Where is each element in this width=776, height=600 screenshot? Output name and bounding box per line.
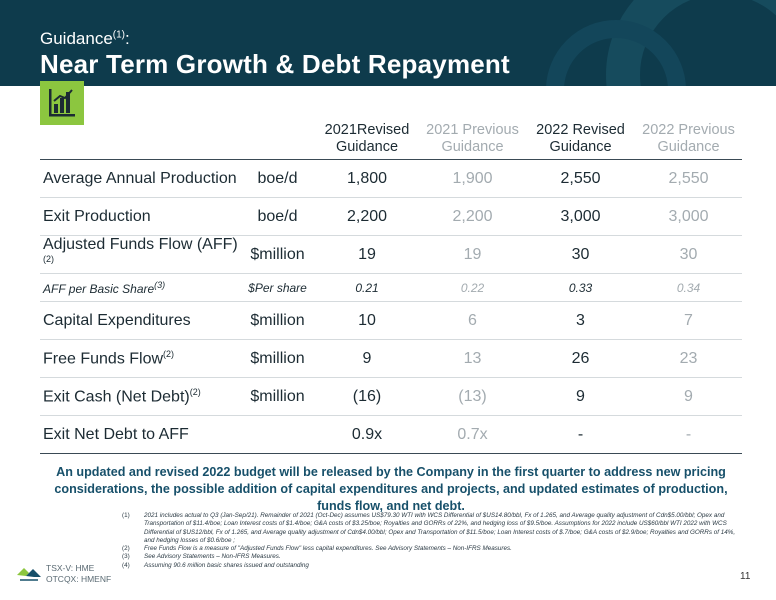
cell-2022-revised: 26 bbox=[526, 339, 635, 379]
footnote-text: Assuming 90.6 million basic shares issue… bbox=[144, 561, 309, 569]
footnote-ref: (2) bbox=[43, 254, 54, 264]
cell-2021-revised: 10 bbox=[315, 301, 419, 341]
guidance-table: 2021Revised Guidance 2021 Previous Guidanc… bbox=[40, 118, 742, 455]
cell-2021-previous: 0.22 bbox=[419, 273, 526, 303]
cell-2021-previous: 1,900 bbox=[419, 159, 526, 198]
footnote-text: Free Funds Flow is a measure of "Adjuste… bbox=[144, 545, 512, 553]
cell-2021-previous: 0.7x bbox=[419, 415, 526, 455]
cell-2021-previous: 6 bbox=[419, 301, 526, 341]
cell-2021-revised: 19 bbox=[315, 235, 419, 275]
column-header-2022-revised: 2022 Revised Guidance bbox=[526, 118, 635, 160]
row-label: AFF per Basic Share(3) bbox=[40, 273, 240, 303]
row-label: Free Funds Flow(2) bbox=[40, 339, 240, 379]
cell-2021-revised: 0.21 bbox=[315, 273, 419, 303]
ticker-symbols: TSX-V: HME OTCQX: HMENF bbox=[46, 563, 111, 585]
footnote-number: (2) bbox=[122, 545, 130, 553]
ticker-tsx: TSX-V: HME bbox=[46, 563, 95, 573]
table-row: Exit Production boe/d 2,200 2,200 3,000 … bbox=[40, 197, 742, 236]
cell-2022-previous: 0.34 bbox=[635, 273, 742, 303]
row-label: Exit Net Debt to AFF bbox=[40, 415, 240, 455]
cell-2022-previous: 3,000 bbox=[635, 197, 742, 236]
page-number: 11 bbox=[740, 571, 751, 582]
footnotes: (1) 2021 includes actual to Q3 (Jan-Sep/2… bbox=[122, 512, 737, 570]
header-blank-label bbox=[40, 118, 240, 160]
bar-chart-icon bbox=[40, 81, 84, 125]
footnote-item: (2) Free Funds Flow is a measure of "Adju… bbox=[122, 545, 737, 553]
cell-2021-previous: 2,200 bbox=[419, 197, 526, 236]
row-label: Average Annual Production bbox=[40, 159, 240, 198]
row-unit: $Per share bbox=[240, 273, 315, 303]
slide-header: Guidance(1): Near Term Growth & Debt Rep… bbox=[0, 0, 776, 86]
table-row: Exit Cash (Net Debt)(2) $million (16) (1… bbox=[40, 377, 742, 417]
table-row: AFF per Basic Share(3) $Per share 0.21 0… bbox=[40, 273, 742, 303]
cell-2022-previous: 7 bbox=[635, 301, 742, 341]
cell-2021-revised: 2,200 bbox=[315, 197, 419, 236]
row-unit: boe/d bbox=[240, 159, 315, 198]
cell-2021-revised: (16) bbox=[315, 377, 419, 417]
footnote-ref: (2) bbox=[189, 387, 201, 398]
cell-2022-previous: 9 bbox=[635, 377, 742, 417]
footnote-item: (1) 2021 includes actual to Q3 (Jan-Sep/2… bbox=[122, 512, 737, 545]
company-logo-icon bbox=[17, 566, 41, 587]
footnote-text: 2021 includes actual to Q3 (Jan-Sep/21).… bbox=[144, 512, 736, 544]
table-row: Exit Net Debt to AFF 0.9x 0.7x - - bbox=[40, 415, 742, 455]
row-label: Exit Production bbox=[40, 197, 240, 236]
budget-note: An updated and revised 2022 budget will … bbox=[54, 465, 728, 513]
cell-2022-revised: 9 bbox=[526, 377, 635, 417]
cell-2022-revised: 2,550 bbox=[526, 159, 635, 198]
row-unit: $million bbox=[240, 339, 315, 379]
cell-2022-previous: - bbox=[635, 415, 742, 455]
table-row: Capital Expenditures $million 10 6 3 7 bbox=[40, 301, 742, 341]
cell-2021-previous: 13 bbox=[419, 339, 526, 379]
cell-2022-revised: 30 bbox=[526, 235, 635, 275]
footnote-item: (3) See Advisory Statements – Non-IFRS Me… bbox=[122, 553, 737, 561]
row-label: Capital Expenditures bbox=[40, 301, 240, 341]
footnote-ref: (3) bbox=[154, 279, 166, 290]
cell-2021-revised: 1,800 bbox=[315, 159, 419, 198]
cell-2022-revised: - bbox=[526, 415, 635, 455]
cell-2022-previous: 30 bbox=[635, 235, 742, 275]
row-unit: boe/d bbox=[240, 197, 315, 236]
cell-2021-revised: 0.9x bbox=[315, 415, 419, 455]
column-header-2021-previous: 2021 Previous Guidance bbox=[419, 118, 526, 160]
table-row: Average Annual Production boe/d 1,800 1,… bbox=[40, 159, 742, 198]
table-row: Adjusted Funds Flow (AFF)(2) $million 19… bbox=[40, 235, 742, 275]
row-unit: $million bbox=[240, 301, 315, 341]
table-row: Free Funds Flow(2) $million 9 13 26 23 bbox=[40, 339, 742, 379]
footnote-number: (3) bbox=[122, 553, 130, 561]
table-header-row: 2021Revised Guidance 2021 Previous Guidanc… bbox=[40, 118, 742, 160]
row-unit: $million bbox=[240, 377, 315, 417]
row-unit bbox=[240, 415, 315, 455]
cell-2022-revised: 3,000 bbox=[526, 197, 635, 236]
row-label: Exit Cash (Net Debt)(2) bbox=[40, 377, 240, 417]
slide-title: Near Term Growth & Debt Repayment bbox=[40, 49, 510, 79]
column-header-2022-previous: 2022 Previous Guidance bbox=[635, 118, 742, 160]
footnote-number: (4) bbox=[122, 561, 130, 569]
slide-subtitle: Guidance(1): bbox=[40, 29, 130, 48]
cell-2022-revised: 3 bbox=[526, 301, 635, 341]
row-label: Adjusted Funds Flow (AFF)(2) bbox=[40, 235, 240, 275]
cell-2022-previous: 2,550 bbox=[635, 159, 742, 198]
footnote-text: See Advisory Statements – Non-IFRS Measu… bbox=[144, 553, 281, 561]
cell-2021-revised: 9 bbox=[315, 339, 419, 379]
cell-2022-revised: 0.33 bbox=[526, 273, 635, 303]
footnote-item: (4) Assuming 90.6 million basic shares is… bbox=[122, 562, 737, 570]
cell-2022-previous: 23 bbox=[635, 339, 742, 379]
row-unit: $million bbox=[240, 235, 315, 275]
ticker-otcqx: OTCQX: HMENF bbox=[46, 574, 112, 584]
footnote-number: (1) bbox=[122, 512, 130, 519]
cell-2021-previous: 19 bbox=[419, 235, 526, 275]
column-header-2021-revised: 2021Revised Guidance bbox=[315, 118, 419, 160]
cell-2021-previous: (13) bbox=[419, 377, 526, 417]
footnote-ref: (2) bbox=[163, 349, 175, 360]
header-blank-unit bbox=[240, 118, 315, 160]
